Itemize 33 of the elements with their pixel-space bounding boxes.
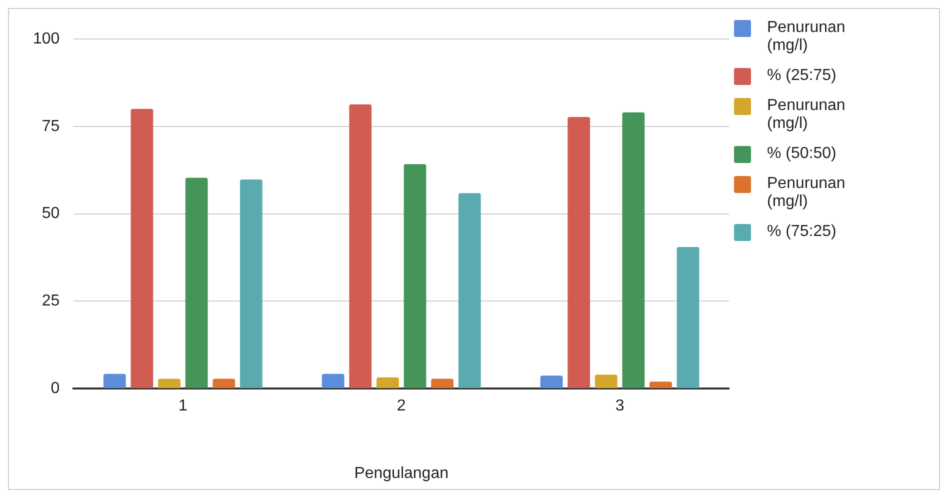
y-tick-label: 100 [32, 30, 60, 48]
bar [622, 112, 645, 388]
bar [349, 104, 372, 388]
bar [540, 376, 563, 388]
bar [212, 378, 236, 388]
bar [322, 374, 344, 388]
bar [431, 378, 454, 388]
bar [650, 382, 672, 388]
x-tick-label: 1 [178, 398, 188, 415]
legend-label: Penurunan (mg/l) [767, 97, 846, 133]
bar [404, 164, 426, 388]
x-tick-label: 3 [615, 398, 624, 415]
bar [676, 247, 700, 388]
bar [130, 108, 154, 388]
legend-label: Penurunan (mg/l) [767, 19, 846, 55]
x-tick-label: 2 [396, 398, 406, 415]
bar [103, 374, 126, 388]
legend-label: Penurunan (mg/l) [767, 175, 846, 211]
bar [158, 378, 180, 388]
bar [458, 193, 481, 388]
bar [568, 116, 590, 388]
y-tick-label: 0 [50, 380, 60, 398]
y-tick-label: 25 [42, 292, 60, 310]
y-tick-label: 75 [42, 118, 60, 135]
bar [376, 377, 399, 388]
legend-label: % (75:25) [767, 223, 838, 241]
bar [240, 180, 262, 388]
bar [594, 374, 618, 388]
x-axis-title: Pengulangan [354, 464, 449, 482]
y-tick-label: 50 [42, 205, 60, 222]
legend-label: % (50:50) [767, 145, 838, 163]
bar [185, 178, 208, 388]
legend-label: % (25:75) [767, 67, 838, 85]
